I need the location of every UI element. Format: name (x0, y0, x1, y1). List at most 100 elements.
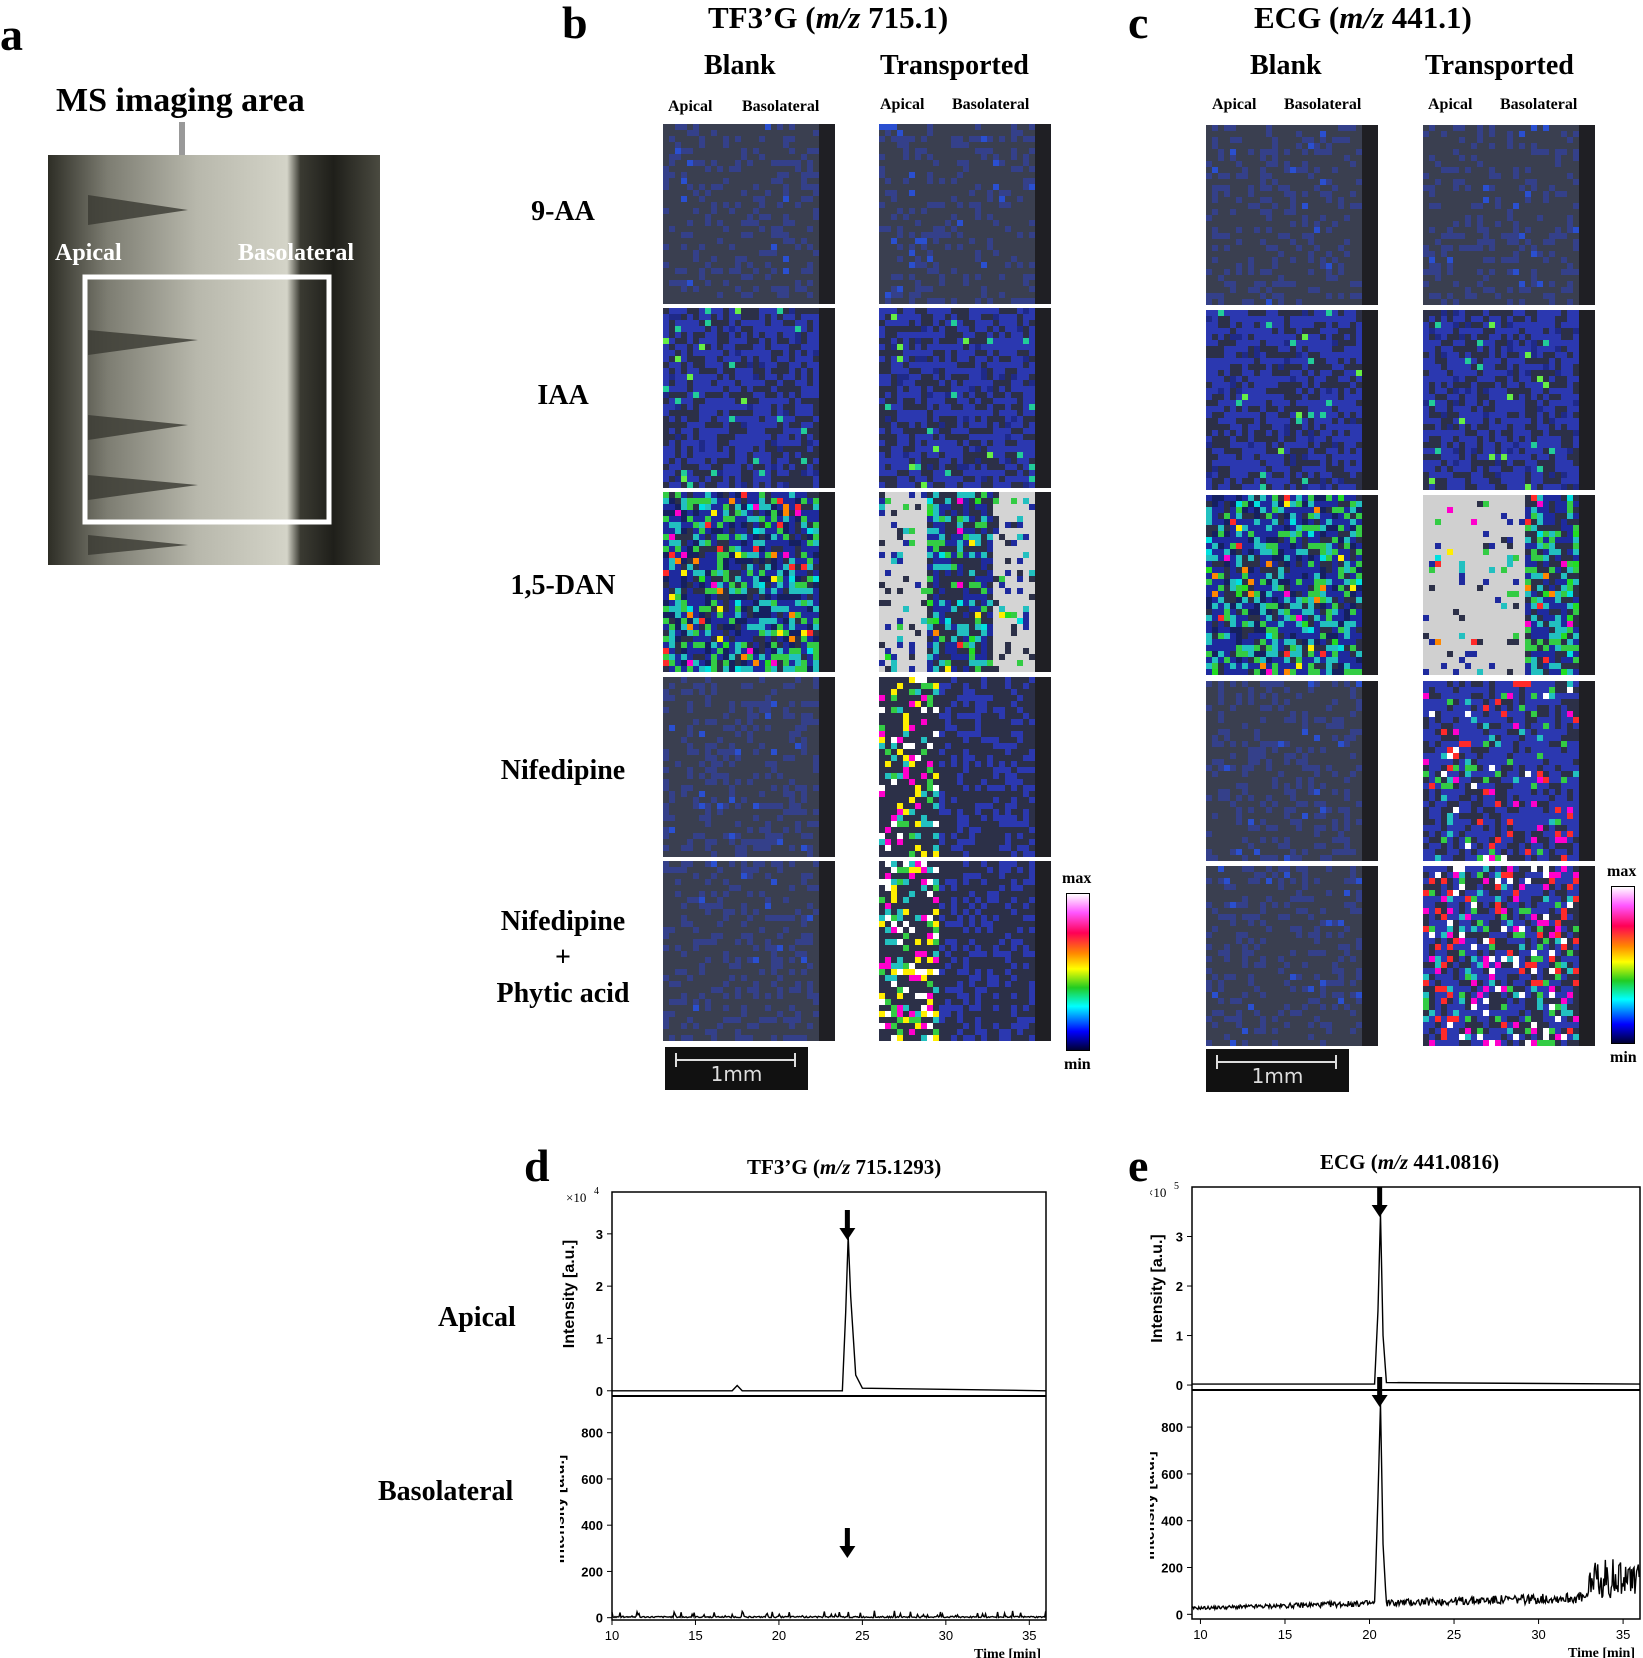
ylabel-0: Intensity [a.u.] (561, 1240, 578, 1348)
multiplier-exp-2: 5 (1174, 1181, 1179, 1192)
ms-image-b-trans-nifedipine (879, 677, 1051, 857)
basolateral-label-a: Basolateral (238, 240, 354, 266)
panel-b-trans-apical: Apical (880, 96, 925, 113)
multiplier-2: ×10 (1150, 1185, 1166, 1200)
matrix-label-9aa: 9-AA (531, 196, 595, 227)
plot-frame-d (611, 1191, 1047, 1621)
ms-image-b-blank-15dan (663, 492, 835, 672)
panel-b-letter: b (562, 0, 588, 48)
panel-d-title-post: 715.1293) (850, 1155, 942, 1179)
peak-arrow-1 (839, 1528, 856, 1558)
matrix-label-iaa: IAA (537, 380, 589, 411)
ytick-label-2-3: 3 (1176, 1230, 1183, 1245)
panel-b-title-mz: m/z (815, 0, 861, 35)
ms-image-c-blank-9aa (1206, 125, 1378, 305)
colorbar-c-min-label: min (1610, 1049, 1637, 1066)
panel-e-title-mz: m/z (1377, 1150, 1409, 1174)
ytick-label-2-2: 2 (1176, 1279, 1183, 1294)
ms-image-c-trans-9aa (1423, 125, 1595, 305)
multiplier-0: ×10 (566, 1190, 586, 1205)
peak-arrow-2 (1371, 1187, 1388, 1217)
panel-c-title: ECG (m/z 441.1) (1254, 0, 1472, 36)
plot-frame-e (1191, 1186, 1641, 1620)
multiplier-exp-0: 4 (594, 1186, 599, 1197)
ytick-label-0-2: 2 (596, 1279, 603, 1294)
ytick-label-3-4: 800 (1161, 1420, 1183, 1435)
panel-c-title-post: 441.1) (1384, 0, 1472, 35)
panel-c-blank-apical: Apical (1212, 96, 1257, 113)
xtick-label-1-5: 35 (1022, 1628, 1036, 1643)
ms-image-b-trans-15dan (879, 492, 1051, 672)
panel-b-blank-basolateral: Basolateral (742, 98, 820, 115)
matrix-label-nifedipine-2: Nifedipine (500, 906, 626, 937)
panel-c-trans-apical: Apical (1428, 96, 1473, 113)
row-label-basolateral: Basolateral (378, 1476, 514, 1507)
colorbar-b-max-label: max (1062, 870, 1092, 887)
ytick-label-1-0: 0 (596, 1611, 603, 1626)
series-line-2 (1192, 1214, 1641, 1385)
xtick-label-3-1: 15 (1278, 1627, 1292, 1642)
xlabel-1: Time [min] (974, 1647, 1041, 1658)
ms-image-b-blank-9aa (663, 124, 835, 304)
ms-image-c-trans-15dan (1423, 495, 1595, 675)
panel-c-blank-header: Blank (1250, 50, 1322, 81)
ylabel-1: Intensity [a.u.] (560, 1455, 568, 1563)
ytick-label-3-0: 0 (1176, 1607, 1183, 1622)
scale-bar-b-label: 1mm (710, 1062, 763, 1086)
ytick-label-2-0: 0 (1176, 1378, 1183, 1393)
panel-e-title-post: 441.0816) (1408, 1150, 1500, 1174)
panel-b-blank-header: Blank (704, 50, 776, 81)
matrix-label-nifedipine: Nifedipine (500, 755, 626, 786)
series-line-0 (612, 1236, 1047, 1392)
chromatogram-e: 0 1 2 3 Intensity [a.u.] ×10 5 0 200 400 600 800 Int… (1150, 1181, 1641, 1658)
panel-c-blank-basolateral: Basolateral (1284, 96, 1362, 113)
xlabel-3: Time [min] (1568, 1646, 1635, 1658)
xtick-label-3-3: 25 (1447, 1627, 1461, 1642)
imaging-area-box (82, 274, 332, 525)
colorbar-c-max-label: max (1607, 863, 1637, 880)
ms-image-b-blank-nifedipine-phytic (663, 861, 835, 1041)
panel-e-title: ECG (m/z 441.0816) (1320, 1150, 1499, 1175)
scale-bar-c-label: 1mm (1251, 1064, 1304, 1088)
ytick-label-0-3: 3 (596, 1227, 603, 1242)
panel-a-letter: a (0, 9, 23, 60)
xtick-label-3-4: 30 (1531, 1627, 1545, 1642)
xtick-label-3-5: 35 (1616, 1627, 1630, 1642)
panel-c-trans-basolateral: Basolateral (1500, 96, 1578, 113)
ytick-label-1-2: 400 (581, 1518, 603, 1533)
panel-b-blank-apical: Apical (668, 98, 713, 115)
ms-image-c-trans-nifedipine (1423, 681, 1595, 861)
matrix-label-plus: + (555, 942, 571, 973)
ytick-label-1-1: 200 (581, 1564, 603, 1579)
matrix-label-phytic-acid: Phytic acid (496, 978, 630, 1009)
panel-b-title-post: 715.1) (860, 0, 949, 35)
series-line-3 (1191, 1403, 1640, 1612)
ylabel-3: Intensity [a.u.] (1150, 1451, 1158, 1559)
panel-b-title: TF3’G (m/z 715.1) (708, 0, 948, 36)
panel-d-title: TF3’G (m/z 715.1293) (747, 1155, 941, 1180)
xtick-label-1-0: 10 (605, 1628, 619, 1643)
ms-image-c-blank-iaa (1206, 310, 1378, 490)
panel-e-letter: e (1128, 1140, 1149, 1191)
panel-c-letter: c (1128, 0, 1149, 48)
series-line-1 (611, 1609, 1047, 1620)
panel-d-title-mz: m/z (819, 1155, 851, 1179)
ms-imaging-area-label: MS imaging area (56, 82, 305, 119)
panel-b-title-pre: TF3’G ( (708, 0, 816, 35)
scale-bar-c: 1mm (1206, 1049, 1349, 1092)
peak-arrow-3 (1371, 1377, 1388, 1407)
ms-image-b-trans-nifedipine-phytic (879, 861, 1051, 1041)
ytick-label-0-0: 0 (596, 1384, 603, 1399)
ms-image-c-blank-15dan (1206, 495, 1378, 675)
ytick-label-0-1: 1 (596, 1331, 603, 1346)
ms-image-c-blank-nifedipine-phytic (1206, 866, 1378, 1046)
xtick-label-1-4: 30 (939, 1628, 953, 1643)
ms-image-b-blank-nifedipine (663, 677, 835, 857)
scale-bar-b: 1mm (665, 1047, 808, 1090)
ytick-label-3-1: 200 (1161, 1561, 1183, 1576)
ms-image-b-trans-9aa (879, 124, 1051, 304)
panel-e-title-pre: ECG ( (1320, 1150, 1378, 1174)
colorbar-b (1066, 893, 1090, 1051)
apical-label-a: Apical (55, 240, 122, 266)
panel-c-title-mz: m/z (1339, 0, 1385, 35)
